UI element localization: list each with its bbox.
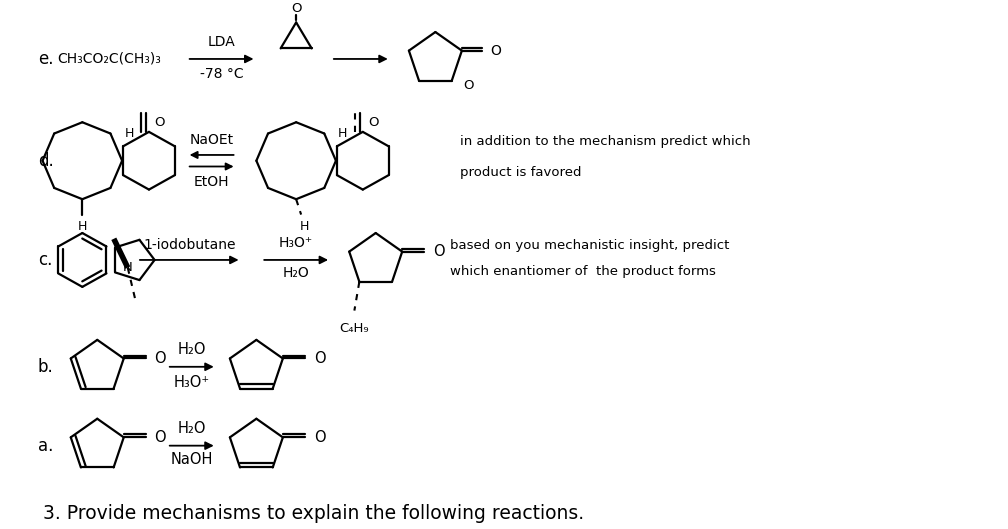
Text: N: N	[123, 261, 133, 274]
Text: H₂O: H₂O	[177, 342, 206, 357]
Text: O: O	[433, 244, 445, 259]
Text: in addition to the mechanism predict which: in addition to the mechanism predict whi…	[461, 135, 751, 148]
Text: product is favored: product is favored	[461, 166, 582, 179]
Text: O: O	[464, 79, 474, 92]
Text: NaOH: NaOH	[170, 452, 213, 467]
Text: e.: e.	[38, 50, 53, 68]
Text: O: O	[313, 351, 326, 366]
Text: O: O	[154, 430, 166, 445]
Text: O: O	[154, 351, 166, 366]
Text: O: O	[313, 430, 326, 445]
Text: which enantiomer of  the product forms: which enantiomer of the product forms	[451, 265, 716, 278]
Text: H₃O⁺: H₃O⁺	[173, 375, 210, 390]
Text: based on you mechanistic insight, predict: based on you mechanistic insight, predic…	[451, 239, 730, 252]
Text: EtOH: EtOH	[194, 175, 230, 189]
Text: H₃O⁺: H₃O⁺	[279, 235, 313, 250]
Text: O: O	[154, 116, 164, 129]
Text: NaOEt: NaOEt	[190, 133, 234, 147]
Text: H₂O: H₂O	[283, 267, 309, 280]
Text: CH₃CO₂C(CH₃)₃: CH₃CO₂C(CH₃)₃	[57, 52, 161, 66]
Text: H: H	[339, 127, 348, 140]
Text: H: H	[78, 221, 87, 233]
Text: -78 °C: -78 °C	[200, 67, 243, 81]
Text: d.: d.	[38, 152, 53, 170]
Text: c.: c.	[38, 251, 52, 269]
Text: O: O	[491, 43, 502, 58]
Text: a.: a.	[38, 436, 53, 454]
Text: 1-iodobutane: 1-iodobutane	[143, 238, 236, 252]
Text: H: H	[124, 127, 134, 140]
Text: C₄H₉: C₄H₉	[340, 322, 369, 335]
Text: O: O	[368, 116, 378, 129]
Text: H₂O: H₂O	[177, 421, 206, 436]
Text: 3. Provide mechanisms to explain the following reactions.: 3. Provide mechanisms to explain the fol…	[43, 504, 584, 523]
Text: b.: b.	[38, 358, 53, 376]
Text: H: H	[299, 221, 308, 233]
Text: O: O	[291, 3, 301, 15]
Text: LDA: LDA	[208, 34, 236, 49]
